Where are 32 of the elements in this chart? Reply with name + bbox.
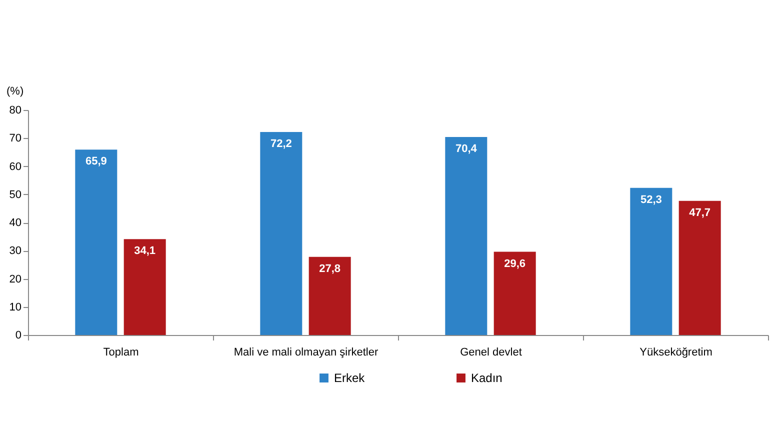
y-tick-label: 50: [9, 188, 22, 201]
y-tick-label: 40: [9, 217, 22, 229]
bar: [630, 188, 672, 335]
bar: [445, 137, 488, 335]
x-tick-label: Yükseköğretim: [640, 346, 712, 358]
bar: [494, 252, 536, 335]
x-tick-label: Mali ve mali olmayan şirketler: [234, 346, 378, 358]
data-label: 34,1: [134, 245, 156, 258]
y-tick-label: 20: [9, 273, 22, 286]
y-tick-label: 70: [9, 132, 22, 145]
legend-label: Kadın: [471, 371, 502, 385]
bar: [75, 150, 118, 335]
data-label: 72,2: [270, 138, 292, 150]
y-tick-label: 60: [9, 160, 22, 173]
data-label: 27,8: [319, 262, 341, 275]
bar: [124, 239, 166, 335]
x-tick-label: Toplam: [103, 346, 139, 358]
bar: [308, 256, 351, 335]
y-tick-label: 10: [9, 301, 22, 314]
legend-label: Erkek: [334, 371, 366, 385]
data-label: 47,7: [689, 206, 711, 219]
bar: [678, 200, 721, 335]
data-label: 65,9: [85, 156, 107, 168]
bar: [260, 132, 302, 335]
y-tick-label: 30: [9, 245, 22, 258]
y-tick-label: 80: [9, 104, 22, 116]
x-tick-label: Genel devlet: [460, 346, 522, 358]
y-tick-label: 0: [15, 330, 22, 342]
y-axis-title: (%): [6, 86, 24, 98]
data-label: 52,3: [640, 194, 662, 206]
data-label: 29,6: [504, 258, 526, 270]
data-label: 70,4: [455, 143, 478, 155]
